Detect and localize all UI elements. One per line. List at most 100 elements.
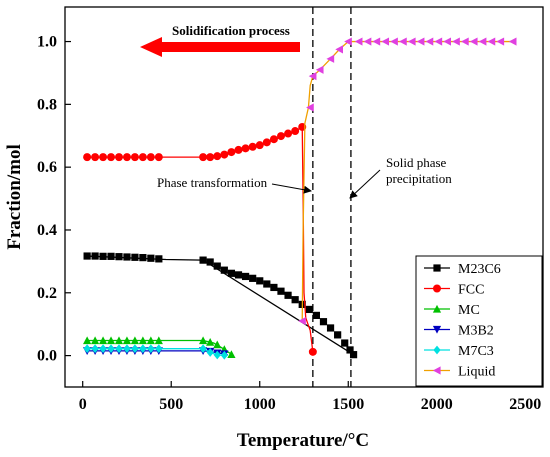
data-point bbox=[344, 37, 352, 46]
legend-label: MC bbox=[458, 303, 480, 318]
y-tick-label: 0.6 bbox=[37, 159, 57, 176]
data-point bbox=[98, 336, 108, 345]
series-fcc bbox=[83, 122, 317, 356]
data-point bbox=[220, 266, 228, 274]
data-point bbox=[199, 344, 207, 354]
data-point bbox=[276, 132, 285, 141]
data-point bbox=[199, 256, 207, 264]
data-point bbox=[469, 37, 478, 46]
data-point bbox=[249, 274, 257, 282]
data-point bbox=[262, 138, 271, 147]
solidification-label: Solidification process bbox=[172, 23, 290, 38]
data-point bbox=[114, 153, 123, 162]
data-point bbox=[146, 153, 155, 162]
x-tick-label: 2000 bbox=[421, 396, 453, 413]
data-point bbox=[147, 344, 155, 354]
data-point bbox=[91, 252, 99, 260]
data-point bbox=[114, 336, 124, 345]
data-point bbox=[90, 336, 100, 345]
data-point bbox=[99, 344, 107, 354]
data-point bbox=[461, 37, 469, 46]
data-point bbox=[83, 344, 91, 354]
legend: M23C6 FCC MC M3B2 M7C3 Liquid bbox=[415, 255, 543, 387]
data-point bbox=[354, 37, 363, 46]
data-point bbox=[256, 277, 264, 285]
data-point bbox=[147, 254, 155, 262]
data-point bbox=[91, 344, 99, 354]
data-point bbox=[291, 127, 300, 136]
y-axis-title: Fraction/mol bbox=[4, 144, 25, 250]
legend-marker bbox=[432, 325, 442, 334]
data-point bbox=[123, 253, 131, 261]
phase-transformation-arrow bbox=[271, 183, 312, 194]
data-point bbox=[341, 339, 349, 347]
y-tick-label: 0.4 bbox=[37, 222, 57, 239]
data-point bbox=[241, 272, 250, 281]
data-point bbox=[83, 153, 92, 162]
data-point bbox=[478, 37, 487, 46]
data-point bbox=[83, 336, 92, 345]
data-point bbox=[372, 37, 381, 46]
data-point bbox=[213, 350, 221, 360]
data-point bbox=[155, 255, 163, 263]
data-point bbox=[381, 37, 390, 46]
data-point bbox=[284, 291, 292, 299]
data-point bbox=[99, 252, 107, 260]
data-point bbox=[496, 37, 505, 46]
data-point bbox=[220, 350, 228, 360]
data-point bbox=[335, 45, 344, 54]
data-point bbox=[349, 351, 358, 359]
data-point bbox=[326, 324, 335, 332]
data-point bbox=[154, 336, 163, 345]
data-point bbox=[99, 153, 108, 162]
data-point bbox=[122, 153, 131, 162]
data-point bbox=[390, 37, 398, 46]
data-point bbox=[154, 153, 163, 162]
axis-ticks: 0 500 1000 1500 2000 2500 0.0 0.2 0.4 0.6 0.8 1.0 bbox=[37, 34, 541, 413]
data-point bbox=[305, 305, 313, 314]
data-point bbox=[306, 103, 314, 112]
data-point bbox=[277, 287, 285, 295]
data-point bbox=[263, 280, 271, 288]
legend-label: FCC bbox=[458, 283, 484, 298]
data-point bbox=[284, 129, 293, 138]
data-point bbox=[107, 344, 115, 354]
data-point bbox=[416, 37, 425, 46]
legend-box bbox=[415, 255, 543, 387]
data-point bbox=[334, 331, 342, 339]
data-point bbox=[131, 344, 139, 354]
data-point bbox=[199, 153, 208, 162]
data-point bbox=[91, 153, 100, 162]
data-point bbox=[326, 54, 335, 63]
data-point bbox=[315, 65, 324, 74]
legend-marker bbox=[433, 345, 441, 355]
data-point bbox=[487, 37, 496, 46]
data-point bbox=[138, 336, 147, 345]
data-point bbox=[123, 344, 131, 354]
data-point bbox=[213, 340, 222, 349]
data-point bbox=[206, 153, 215, 162]
data-point bbox=[298, 316, 306, 326]
data-point bbox=[213, 152, 222, 161]
data-point bbox=[107, 252, 115, 260]
data-point bbox=[131, 253, 139, 261]
legend-marker bbox=[433, 284, 441, 293]
data-point bbox=[399, 37, 407, 46]
data-point bbox=[269, 135, 278, 144]
data-point bbox=[106, 336, 116, 345]
data-point bbox=[508, 37, 517, 46]
data-point bbox=[308, 347, 317, 356]
data-point bbox=[206, 337, 215, 346]
series-line bbox=[87, 125, 314, 352]
series-m7c3 bbox=[83, 344, 228, 360]
data-point bbox=[115, 344, 123, 354]
data-point bbox=[248, 142, 257, 151]
data-point bbox=[319, 318, 328, 326]
data-point bbox=[425, 37, 434, 46]
series-group bbox=[83, 37, 517, 360]
solid-phase-arrow bbox=[349, 169, 381, 199]
data-point bbox=[452, 37, 460, 46]
data-point bbox=[312, 311, 320, 319]
solid-phase-label-line1: Solid phase bbox=[386, 155, 447, 170]
legend-label: M3B2 bbox=[458, 324, 494, 339]
